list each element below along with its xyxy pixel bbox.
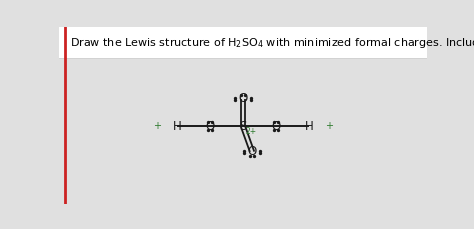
Text: O: O [247, 145, 257, 158]
Text: O: O [238, 92, 247, 105]
Text: +: + [153, 121, 161, 131]
Text: 2+: 2+ [246, 127, 256, 136]
Text: +: + [325, 121, 333, 131]
Text: O: O [271, 120, 281, 133]
Text: S: S [239, 120, 246, 133]
FancyBboxPatch shape [59, 27, 427, 58]
Text: H: H [305, 120, 313, 133]
Text: Draw the Lewis structure of H$_2$SO$_4$ with minimized formal charges. Include l: Draw the Lewis structure of H$_2$SO$_4$ … [70, 36, 474, 50]
Text: O: O [205, 120, 215, 133]
Text: H: H [173, 120, 181, 133]
